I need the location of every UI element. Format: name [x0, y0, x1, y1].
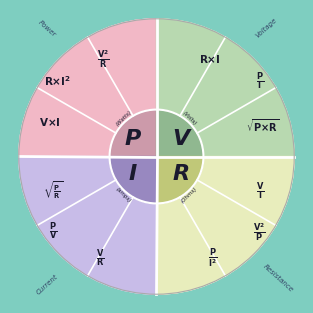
- Text: $\mathbf{R{\times}I}$: $\mathbf{R{\times}I}$: [199, 54, 220, 65]
- Text: $\mathbf{\frac{V}{I}}$: $\mathbf{\frac{V}{I}}$: [256, 180, 264, 202]
- Text: (Ohms): (Ohms): [180, 186, 198, 204]
- Text: $\mathbf{V{\times}I}$: $\mathbf{V{\times}I}$: [39, 116, 61, 128]
- Text: $\mathbf{\frac{V^2}{P}}$: $\mathbf{\frac{V^2}{P}}$: [254, 221, 266, 243]
- Wedge shape: [156, 156, 203, 203]
- Text: $\mathbf{\frac{P}{I}}$: $\mathbf{\frac{P}{I}}$: [256, 70, 264, 92]
- Text: I: I: [128, 164, 136, 184]
- Text: $\mathbf{\frac{P}{V}}$: $\mathbf{\frac{P}{V}}$: [49, 221, 57, 243]
- Text: Current: Current: [35, 274, 59, 296]
- Text: $\mathbf{R{\times}I^2}$: $\mathbf{R{\times}I^2}$: [44, 74, 71, 88]
- Wedge shape: [156, 110, 203, 156]
- Text: (Watts): (Watts): [115, 109, 132, 127]
- Circle shape: [19, 19, 294, 294]
- Text: P: P: [124, 129, 140, 149]
- Circle shape: [3, 3, 310, 310]
- Text: Resistance: Resistance: [262, 264, 295, 294]
- Text: $\mathbf{\frac{P}{I^2}}$: $\mathbf{\frac{P}{I^2}}$: [208, 247, 218, 270]
- Wedge shape: [110, 110, 156, 156]
- Wedge shape: [110, 156, 156, 203]
- Text: (Volts): (Volts): [182, 110, 197, 126]
- Wedge shape: [19, 156, 156, 294]
- Text: R: R: [172, 164, 189, 184]
- Text: $\mathbf{\frac{V}{R}}$: $\mathbf{\frac{V}{R}}$: [96, 247, 104, 269]
- Wedge shape: [19, 19, 156, 156]
- Wedge shape: [156, 19, 294, 156]
- Text: $\mathbf{\sqrt{P{\times}R}}$: $\mathbf{\sqrt{P{\times}R}}$: [246, 117, 280, 134]
- Text: (amps): (amps): [115, 186, 132, 203]
- Text: Power: Power: [37, 19, 57, 38]
- Text: V: V: [172, 129, 189, 149]
- Text: $\mathbf{\sqrt{\frac{P}{R}}}$: $\mathbf{\sqrt{\frac{P}{R}}}$: [43, 180, 63, 202]
- Text: Voltage: Voltage: [254, 17, 278, 39]
- Text: $\mathbf{\frac{V^2}{R}}$: $\mathbf{\frac{V^2}{R}}$: [97, 49, 110, 70]
- Wedge shape: [156, 156, 294, 294]
